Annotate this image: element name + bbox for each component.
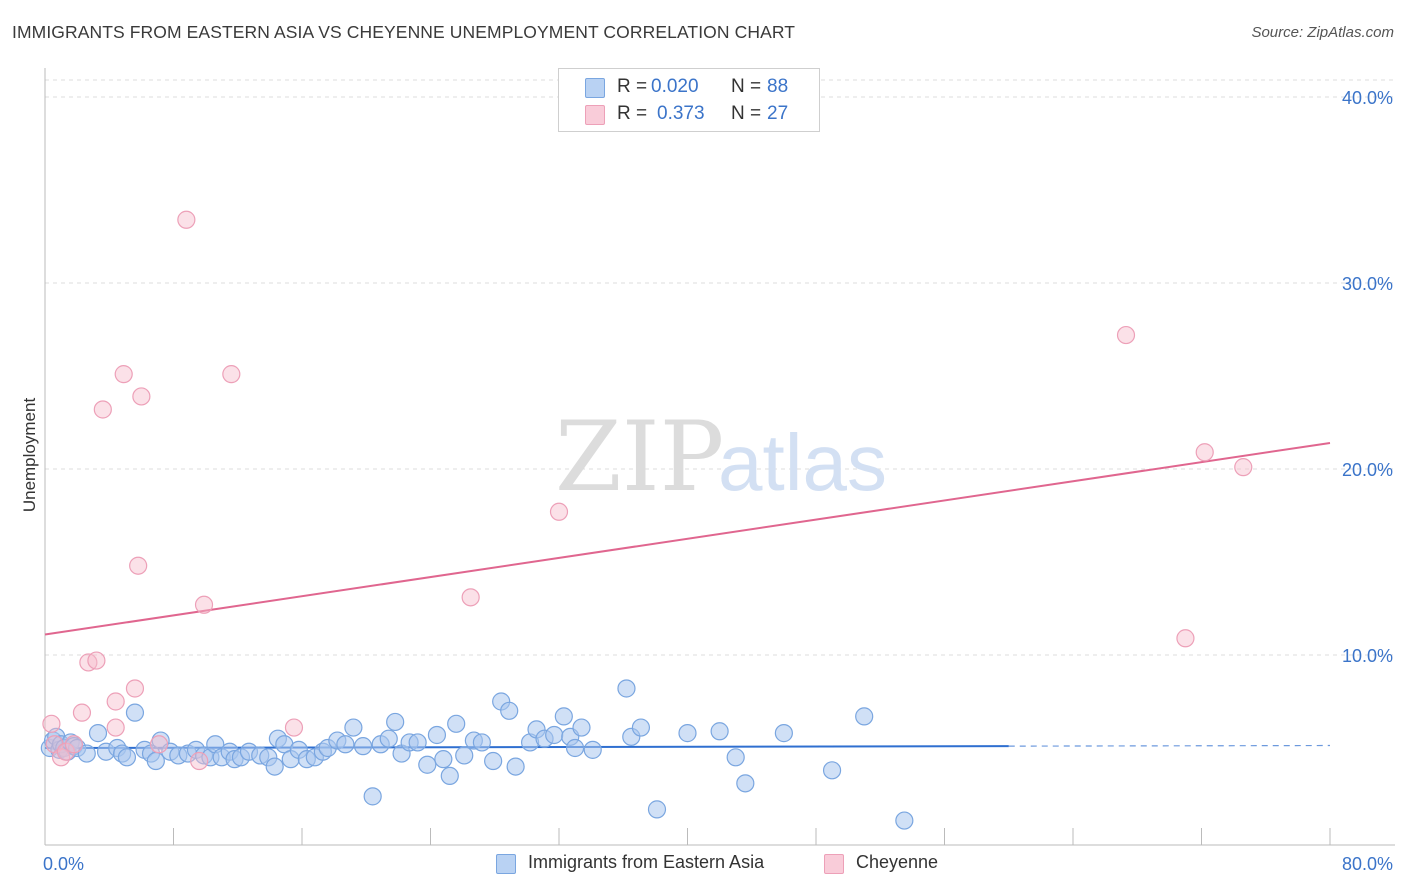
data-point-pink xyxy=(284,718,304,737)
legend-swatch-pink xyxy=(585,105,605,125)
data-point-pink xyxy=(93,400,112,419)
data-point-pink xyxy=(129,556,148,575)
x-tick-label: 0.0% xyxy=(43,854,84,874)
data-point-blue xyxy=(427,725,447,745)
data-point-blue xyxy=(344,718,363,737)
data-point-blue xyxy=(440,766,459,786)
tick-labels: 10.0% 20.0% 30.0% 40.0% 0.0% 80.0% xyxy=(43,88,1393,874)
legend-n-value: 88 xyxy=(767,76,789,97)
data-point-blue xyxy=(678,724,697,743)
data-point-blue xyxy=(146,751,165,771)
data-point-pink xyxy=(194,595,214,614)
data-point-blue xyxy=(77,744,96,763)
bottom-legend-swatch-blue xyxy=(496,854,516,874)
data-point-pink xyxy=(149,735,169,754)
chart-title: IMMIGRANTS FROM EASTERN ASIA VS CHEYENNE… xyxy=(12,22,796,42)
data-point-pink xyxy=(51,748,71,767)
legend-n-label: N = xyxy=(731,76,762,97)
legend-r-value: 0.373 xyxy=(657,103,705,124)
data-point-blue xyxy=(353,737,373,756)
legend-n-label: N = xyxy=(731,103,762,124)
watermark-zip: ZIP xyxy=(555,401,724,513)
data-point-blue xyxy=(506,757,525,776)
data-point-pink xyxy=(1176,629,1195,648)
legend-swatch-blue xyxy=(585,78,605,98)
data-point-pink xyxy=(87,651,106,670)
data-point-pink xyxy=(132,387,151,406)
data-point-pink xyxy=(1116,325,1136,345)
data-point-blue xyxy=(363,787,382,806)
data-point-pink xyxy=(177,210,196,229)
data-point-pink xyxy=(190,751,209,771)
y-tick-label: 20.0% xyxy=(1342,460,1393,480)
data-point-blue xyxy=(117,748,137,767)
data-point-blue xyxy=(447,714,466,733)
data-point-blue xyxy=(855,707,874,726)
watermark-atlas: atlas xyxy=(718,418,887,507)
bottom-legend-label: Immigrants from Eastern Asia xyxy=(528,852,765,872)
data-point-pink xyxy=(1234,458,1253,477)
data-point-blue xyxy=(736,774,755,793)
trend-line-pink xyxy=(44,441,1331,636)
data-point-blue xyxy=(484,751,503,771)
legend-r-label: R = xyxy=(617,76,648,97)
data-point-pink xyxy=(42,714,61,733)
legend-n-value: 27 xyxy=(767,103,789,124)
data-point-blue xyxy=(125,703,145,722)
trend-line-blue-extension xyxy=(1008,744,1331,747)
bottom-legend-label: Cheyenne xyxy=(856,852,939,872)
legend-r-label: R = xyxy=(617,103,648,124)
data-point-blue xyxy=(265,757,284,776)
data-point-blue xyxy=(336,735,355,754)
data-point-blue xyxy=(379,729,398,748)
data-point-blue xyxy=(822,761,842,780)
data-point-blue xyxy=(434,750,453,769)
data-point-blue xyxy=(895,811,914,830)
data-point-pink xyxy=(549,502,569,521)
data-point-blue xyxy=(710,722,729,741)
data-point-blue xyxy=(583,740,602,759)
y-tick-label: 40.0% xyxy=(1342,88,1393,108)
data-point-blue xyxy=(500,701,519,720)
gridlines xyxy=(45,79,1395,656)
data-point-pink xyxy=(1195,443,1214,462)
x-tick-label: 80.0% xyxy=(1342,854,1393,874)
watermark: ZIP atlas xyxy=(555,401,887,513)
y-tick-label: 30.0% xyxy=(1342,274,1393,294)
data-point-blue xyxy=(774,724,793,743)
y-tick-label: 10.0% xyxy=(1342,646,1393,666)
data-point-blue xyxy=(386,712,405,732)
stats-legend: R = 0.020 N = 88 R = 0.373 N = 27 xyxy=(558,68,820,132)
data-point-blue xyxy=(455,746,474,765)
data-points xyxy=(40,210,1253,830)
data-point-blue xyxy=(726,748,745,767)
data-point-blue xyxy=(572,718,591,737)
data-point-pink xyxy=(114,365,133,384)
axes xyxy=(44,68,1395,846)
source-credit: Source: ZipAtlas.com xyxy=(1251,24,1394,41)
data-point-blue xyxy=(408,733,427,752)
data-point-blue xyxy=(631,718,651,737)
data-point-blue xyxy=(617,679,636,698)
data-point-pink xyxy=(106,718,125,737)
data-point-blue xyxy=(472,733,491,752)
data-point-pink xyxy=(106,692,125,711)
bottom-legend-swatch-pink xyxy=(824,854,844,874)
data-point-blue xyxy=(647,800,667,819)
data-point-pink xyxy=(64,735,84,754)
data-point-pink xyxy=(222,365,241,384)
data-point-pink xyxy=(461,588,480,607)
data-point-blue xyxy=(545,725,564,745)
data-point-blue xyxy=(88,724,108,743)
legend-r-value: 0.020 xyxy=(651,76,699,97)
data-point-blue xyxy=(554,707,573,726)
data-point-pink xyxy=(72,703,92,722)
data-point-blue xyxy=(418,755,437,774)
data-point-pink xyxy=(125,679,145,698)
data-point-blue xyxy=(565,738,585,758)
